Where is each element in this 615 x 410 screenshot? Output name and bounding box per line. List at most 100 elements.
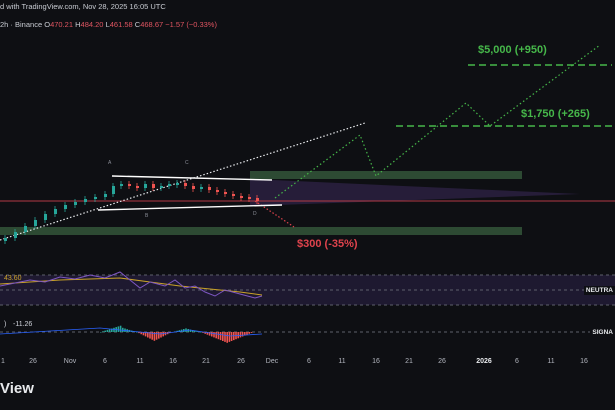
close-key: C [134, 20, 141, 29]
candle-body [34, 220, 37, 226]
macd-bar [250, 332, 253, 333]
candle-body [160, 186, 163, 188]
candle-body [64, 205, 67, 209]
low-value: 461.58 [109, 20, 133, 29]
candle-body [168, 184, 171, 186]
candle-body [54, 209, 57, 214]
x-tick: 11 [338, 358, 346, 365]
published-line: d with TradingView.com, Nov 28, 2025 16:… [0, 2, 166, 11]
macd-bar [100, 332, 102, 333]
macd-bar [140, 332, 142, 335]
x-tick: 16 [169, 358, 177, 365]
change-value: −1.57 (−0.33%) [165, 20, 217, 29]
macd-bar [102, 331, 104, 332]
macd-bar [191, 330, 194, 332]
x-tick: 26 [438, 358, 446, 365]
macd-bar [106, 329, 109, 332]
candle-body [24, 226, 27, 232]
x-tick: 11 [136, 358, 144, 365]
macd-value: -11.26 [13, 321, 33, 328]
pattern-point-a: A [108, 160, 112, 166]
macd-bar [151, 332, 153, 340]
macd-bar [206, 332, 209, 335]
x-tick-first: 1 [1, 358, 5, 365]
pattern-point-c: C [185, 160, 189, 166]
macd-bar [230, 332, 233, 341]
macd-bar [204, 332, 206, 334]
candle-body [94, 197, 97, 199]
projection-path [274, 44, 601, 199]
candle-body [232, 194, 235, 196]
macd-bar [219, 332, 222, 341]
macd-bar [215, 332, 217, 339]
candle-body [104, 194, 107, 197]
macd-bar [149, 332, 151, 339]
open-key: O [44, 20, 51, 29]
macd-bar [246, 332, 248, 335]
candle-body [120, 184, 123, 186]
candle-body [14, 232, 17, 238]
macd-bar [244, 332, 246, 336]
x-tick: Nov [63, 358, 77, 365]
candle-body [224, 192, 227, 194]
x-tick: 16 [372, 358, 380, 365]
candle-body [248, 197, 251, 199]
x-tick: 26 [29, 358, 37, 365]
x-tick: 21 [405, 358, 413, 365]
macd-bar [160, 332, 162, 338]
candle-body [112, 186, 115, 194]
macd-bar [117, 326, 120, 332]
candle-body [136, 186, 139, 188]
x-tick: Dec [265, 358, 279, 365]
support-zone [0, 227, 522, 235]
candle-body [192, 186, 195, 189]
x-tick: 6 [515, 358, 519, 365]
macd-bar [196, 331, 198, 332]
candle-body [184, 183, 187, 186]
x-tick: 21 [202, 358, 210, 365]
macd-bar [222, 332, 224, 341]
x-tick: 6 [103, 358, 107, 365]
macd-bar [224, 332, 226, 342]
pattern-point-b: B [145, 213, 149, 219]
trendline [0, 122, 366, 241]
brand-footer: View [0, 380, 34, 397]
macd-bar [228, 332, 231, 342]
rsi-axis-tag: NEUTRA [583, 286, 615, 295]
macd-bar [144, 332, 147, 337]
symbol-label: 2h · Binance [0, 20, 43, 29]
high-key: H [75, 20, 81, 29]
macd-bar [136, 332, 138, 333]
macd-line [0, 327, 263, 337]
macd-bar [241, 332, 244, 337]
rsi-value: 43.60 [4, 275, 22, 282]
candle-body [240, 196, 243, 198]
candle-body [128, 184, 131, 186]
x-tick: 16 [580, 358, 588, 365]
candle-body [200, 187, 203, 189]
ohlc-line: 2h · Binance O470.21 H484.20 L461.58 C46… [0, 20, 217, 29]
macd-bar [147, 332, 149, 338]
macd-bar [119, 325, 122, 332]
close-value: 468.67 [140, 20, 164, 29]
candle-body [208, 187, 211, 190]
x-tick: 2026 [476, 358, 492, 365]
x-tick: 11 [547, 358, 555, 365]
candle-body [216, 190, 219, 192]
macd-bar [108, 329, 111, 332]
macd-bar [111, 328, 113, 332]
macd-bar [226, 332, 228, 343]
macd-bar [162, 332, 164, 337]
macd-bar [202, 332, 204, 333]
target-mid-label: $1,750 (+265) [521, 108, 590, 120]
macd-bar [213, 332, 215, 338]
x-tick: 26 [237, 358, 245, 365]
rsi-line [0, 271, 263, 299]
candle-body [74, 202, 77, 205]
candle-body [44, 214, 47, 220]
candle-body [152, 184, 155, 188]
macd-axis-tag: SIGNA [590, 328, 615, 337]
macd-bar [155, 332, 158, 340]
candle-body [84, 199, 87, 202]
